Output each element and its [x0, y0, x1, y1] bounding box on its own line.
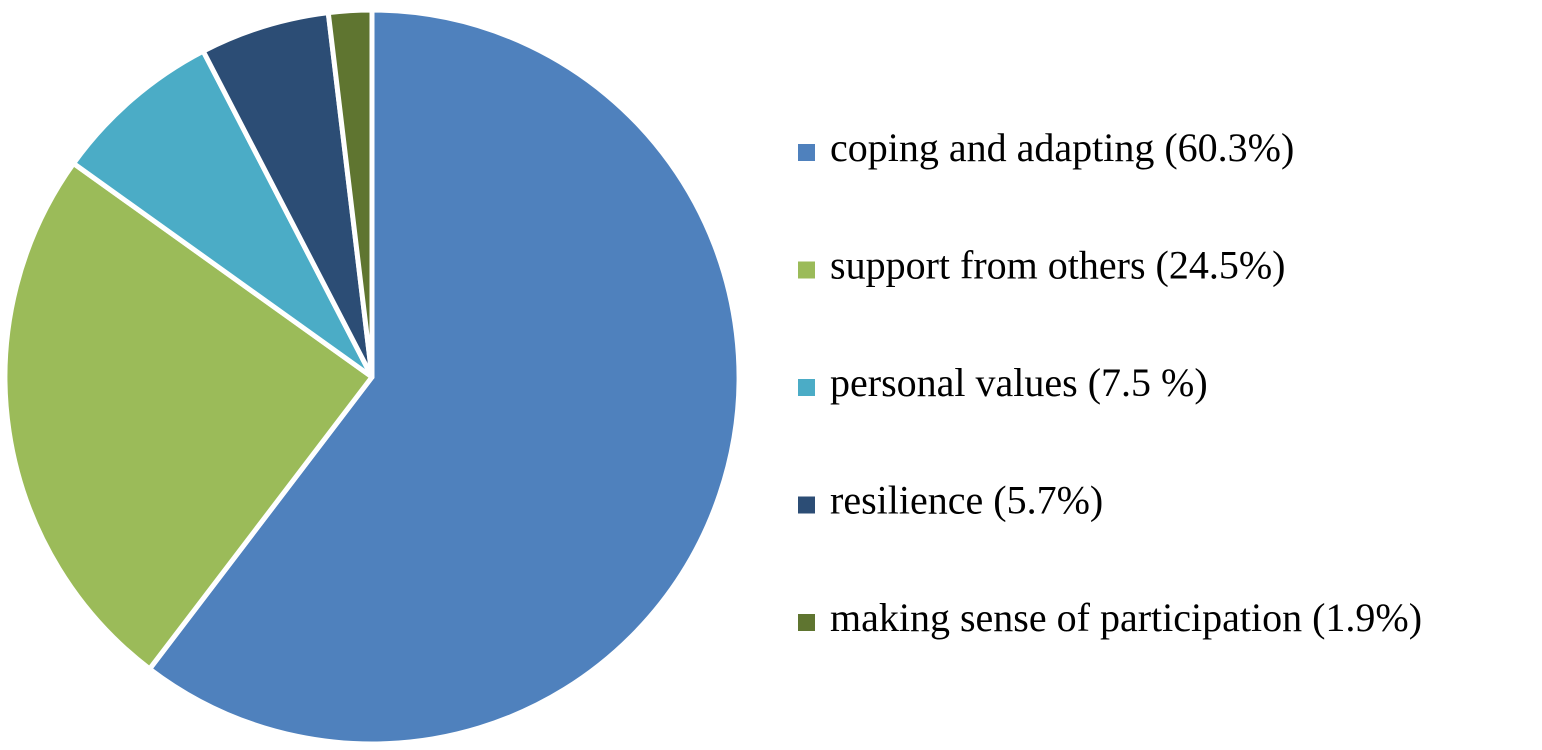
pie-slice [325, 7, 375, 380]
legend-swatch [798, 144, 815, 161]
pie-slice [200, 10, 375, 380]
legend-swatch [798, 614, 815, 631]
pie-slice [147, 7, 742, 747]
legend-swatch [798, 379, 815, 396]
legend-label: coping and adapting (60.3%) [830, 125, 1294, 170]
legend-swatch [798, 261, 815, 279]
legend-swatch [798, 496, 815, 514]
legend-label: support from others (24.5%) [830, 243, 1285, 288]
legend-label: personal values (7.5 %) [830, 360, 1208, 405]
pie-slice [2, 160, 375, 672]
legend-label: resilience (5.7%) [830, 478, 1103, 523]
legend-label: making sense of participation (1.9%) [830, 595, 1422, 640]
pie-slice [71, 48, 375, 380]
